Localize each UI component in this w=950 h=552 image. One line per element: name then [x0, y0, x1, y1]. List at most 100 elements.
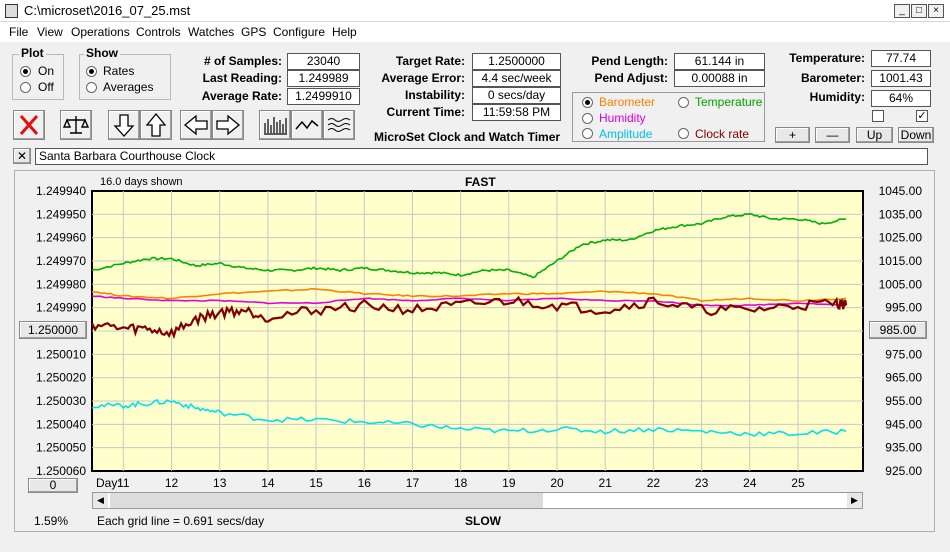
scroll-left-arrow-icon[interactable]: ◀ [93, 493, 108, 508]
humidity-radio[interactable] [582, 113, 593, 124]
arrow-right-icon [216, 114, 241, 136]
menu-controls[interactable]: Controls [136, 25, 181, 39]
right-tick-label: 955.00 [885, 394, 922, 408]
up-button[interactable]: Up [856, 127, 893, 143]
menu-help[interactable]: Help [332, 25, 357, 39]
offset-button[interactable]: 0 [28, 478, 78, 493]
x-tick-label: 14 [261, 476, 275, 490]
x-tick-label: 21 [599, 476, 613, 490]
center-left-button[interactable]: 1.250000 [19, 321, 87, 339]
left-tick-label: 1.250050 [36, 441, 86, 455]
samples-field: 23040 [287, 53, 360, 70]
clear-button[interactable] [13, 110, 45, 140]
plot-off-label: Off [38, 80, 54, 94]
target-rate-field: 1.2500000 [472, 53, 561, 70]
x-tick-label: 13 [213, 476, 227, 490]
down-button[interactable]: Down [898, 127, 934, 143]
bar-graph-button[interactable] [259, 110, 291, 140]
menu-file[interactable]: File [9, 25, 29, 39]
arrow-left-icon [183, 114, 208, 136]
wave-icon [327, 118, 351, 132]
scroll-left-button[interactable] [180, 110, 212, 140]
x-tick-label: 22 [647, 476, 661, 490]
left-checkbox[interactable] [872, 110, 884, 122]
right-tick-label: 935.00 [885, 441, 922, 455]
clock-rate-option-label: Clock rate [695, 127, 750, 141]
window-title: C:\microset\2016_07_25.mst [24, 3, 191, 18]
right-tick-label: 1045.00 [879, 184, 923, 198]
series-line [91, 295, 848, 340]
humidity-option-label: Humidity [599, 111, 646, 125]
bar-graph-icon [264, 117, 287, 135]
temperature-label: Temperature: [789, 51, 865, 65]
temperature-radio[interactable] [678, 97, 689, 108]
current-time-field: 11:59:58 PM [472, 104, 561, 121]
clear-name-button[interactable]: ✕ [13, 148, 31, 164]
x-tick-label: 15 [309, 476, 323, 490]
amplitude-radio[interactable] [582, 128, 593, 139]
right-tick-label: 945.00 [885, 417, 922, 431]
center-right-button[interactable]: 985.00 [869, 321, 927, 339]
left-tick-label: 1.250030 [36, 394, 86, 408]
series-line [91, 212, 847, 279]
barometer-option-label: Barometer [599, 95, 656, 109]
right-tick-label: 965.00 [885, 371, 922, 385]
x-tick-label: 25 [791, 476, 805, 490]
arrow-up-icon [145, 112, 167, 137]
balance-scale-icon [62, 116, 90, 134]
current-time-label: Current Time: [386, 105, 465, 119]
red-x-icon [19, 115, 39, 135]
show-rates-radio[interactable] [86, 66, 97, 77]
clock-name-field[interactable]: Santa Barbara Courthouse Clock [35, 148, 928, 165]
plot-on-radio[interactable] [20, 66, 31, 77]
chart-panel [14, 170, 935, 532]
percent-label: 1.59% [34, 514, 69, 528]
temperature-option-label: Temperature [695, 95, 763, 109]
x-tick-label: 20 [550, 476, 564, 490]
menu-watches[interactable]: Watches [188, 25, 235, 39]
scroll-down-button[interactable] [108, 110, 140, 140]
scroll-right-button[interactable] [212, 110, 244, 140]
calibrate-button[interactable] [60, 110, 92, 140]
show-group [79, 54, 171, 100]
series-line [91, 398, 847, 437]
right-tick-label: 1025.00 [879, 231, 923, 245]
right-checkbox[interactable]: ✓ [916, 110, 928, 122]
series-group [91, 212, 848, 437]
x-tick-label: 18 [454, 476, 468, 490]
x-tick-label: 12 [165, 476, 179, 490]
left-tick-label: 1.249950 [36, 207, 86, 221]
horizontal-scrollbar[interactable]: ◀ ▶ [92, 492, 863, 509]
plus-button[interactable]: + [775, 127, 810, 143]
minimize-button[interactable]: _ [894, 4, 910, 18]
show-rates-label: Rates [103, 64, 135, 78]
samples-label: # of Samples: [203, 54, 282, 68]
menu-operations[interactable]: Operations [71, 25, 130, 39]
days-shown-label: 16.0 days shown [100, 176, 183, 188]
right-tick-label: 1035.00 [879, 207, 923, 221]
barometer-radio[interactable] [582, 97, 593, 108]
grid-lines [92, 191, 863, 471]
right-tick-label: 995.00 [885, 301, 922, 315]
maximize-button[interactable]: □ [911, 4, 927, 18]
left-tick-label: 1.250060 [36, 464, 86, 478]
plot-off-radio[interactable] [20, 82, 31, 93]
scroll-up-button[interactable] [140, 110, 172, 140]
menu-bar: File View Operations Controls Watches GP… [0, 22, 950, 42]
wave-graph-button[interactable] [323, 110, 355, 140]
menu-configure[interactable]: Configure [273, 25, 326, 39]
close-button[interactable]: × [928, 4, 944, 18]
humidity-field: 64% [871, 90, 931, 107]
line-graph-button[interactable] [291, 110, 323, 140]
menu-gps[interactable]: GPS [241, 25, 267, 39]
scroll-right-arrow-icon[interactable]: ▶ [847, 493, 862, 508]
menu-view[interactable]: View [37, 25, 63, 39]
minus-button[interactable]: — [815, 127, 850, 143]
pend-adjust-field: 0.00088 in [674, 70, 765, 87]
clock-rate-radio[interactable] [678, 128, 689, 139]
scrollbar-track[interactable] [110, 493, 543, 508]
x-tick-label: 24 [743, 476, 757, 490]
left-tick-label: 1.249940 [36, 184, 86, 198]
show-averages-radio[interactable] [86, 82, 97, 93]
